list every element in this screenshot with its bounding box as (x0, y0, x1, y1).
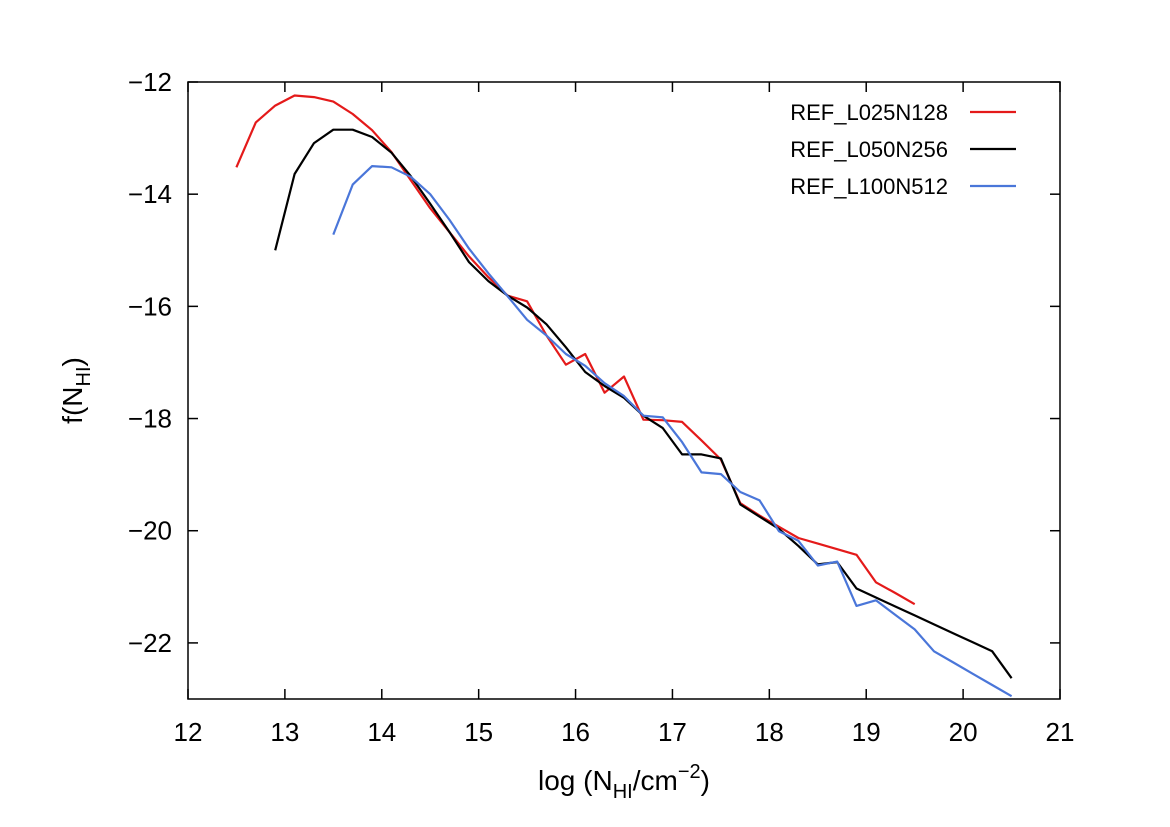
x-axis-label-base: log (N (538, 765, 613, 796)
axis-ticks (187, 81, 1061, 699)
legend: REF_L025N128 REF_L050N256 REF_L100N512 (790, 100, 1016, 199)
y-tick-label: −18 (128, 404, 172, 434)
x-axis-label-sub: HI (613, 781, 633, 803)
x-tick-label: 12 (174, 717, 203, 747)
y-tick-label: −20 (128, 516, 172, 546)
y-tick-label: −16 (128, 291, 172, 321)
x-tick-label: 16 (561, 717, 590, 747)
x-tick-label: 21 (1046, 717, 1075, 747)
x-tick-label: 14 (367, 717, 396, 747)
x-tick-label: 19 (852, 717, 881, 747)
series-line-1 (235, 94, 916, 606)
x-axis-label: log (NHI/cm−2) (538, 761, 710, 803)
legend-label-3: REF_L100N512 (790, 174, 948, 199)
y-axis-label: f(NHI) (57, 357, 95, 424)
x-tick-label: 18 (755, 717, 784, 747)
y-tick-label: −12 (128, 67, 172, 97)
legend-label-1: REF_L025N128 (790, 100, 948, 125)
x-tick-label: 15 (464, 717, 493, 747)
x-tick-label: 20 (949, 717, 978, 747)
x-axis-label-mid: /cm (633, 765, 678, 796)
x-axis-label-sup: −2 (678, 761, 701, 783)
x-axis-label-end: ) (701, 765, 710, 796)
x-tick-label: 17 (658, 717, 687, 747)
legend-label-2: REF_L050N256 (790, 137, 948, 162)
tick-labels: 12 13 14 15 16 17 18 19 20 21 −22 −20 −18 −16 −14 −12 (128, 67, 1075, 747)
series-line-3 (332, 165, 1013, 698)
y-axis-label-end: ) (57, 357, 88, 366)
y-axis-label-sub: HI (73, 367, 95, 387)
y-tick-label: −22 (128, 628, 172, 658)
plot-lines (235, 94, 1013, 698)
y-axis-label-base: f(N (57, 387, 88, 424)
x-tick-label: 13 (270, 717, 299, 747)
plot-frame (187, 81, 1061, 700)
y-tick-label: −14 (128, 179, 172, 209)
